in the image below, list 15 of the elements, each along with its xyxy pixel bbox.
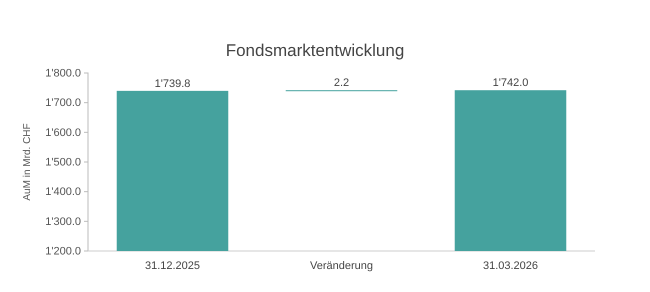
- y-tick-label: 1'300.0: [45, 216, 81, 228]
- x-tick-label: 31.12.2025: [144, 260, 200, 272]
- chart-title: Fondsmarktentwicklung: [226, 41, 404, 60]
- y-tick-label: 1'200.0: [45, 246, 81, 258]
- x-tick-label: 31.03.2026: [482, 260, 538, 272]
- y-tick-label: 1'600.0: [45, 126, 81, 139]
- data-label: 1'739.8: [154, 78, 190, 90]
- data-label: 1'742.0: [492, 77, 528, 90]
- y-tick-label: 1'500.0: [45, 156, 81, 169]
- y-tick-label: 1'400.0: [45, 186, 81, 198]
- y-axis-title: AuM in Mrd. CHF: [22, 123, 33, 201]
- y-tick-label: 1'800.0: [45, 68, 81, 80]
- data-label: 2.2: [334, 77, 350, 90]
- y-tick-label: 1'700.0: [45, 97, 81, 110]
- x-tick-label: Veränderung: [310, 260, 373, 272]
